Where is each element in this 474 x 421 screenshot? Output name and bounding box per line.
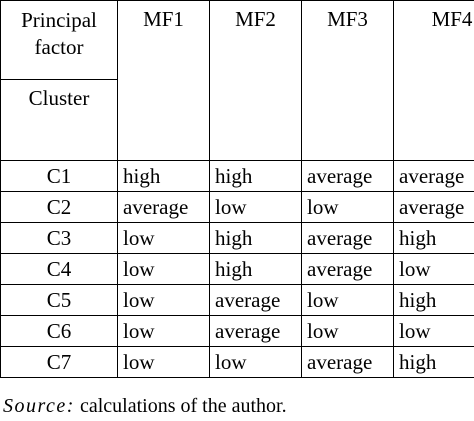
source-note: Source: calculations of the author. [3, 396, 287, 416]
principal-header-line-1: Principal [21, 8, 97, 32]
table-cell: high [393, 222, 474, 254]
source-label: Source: [3, 395, 75, 417]
source-text: calculations of the author. [79, 395, 287, 417]
cluster-label: C5 [0, 284, 118, 316]
column-header-mf2: MF2 [209, 0, 302, 161]
cluster-label: C2 [0, 191, 118, 223]
principal-header-line-2: factor [34, 35, 84, 59]
table-cell: low [393, 253, 474, 285]
table-cell: low [301, 284, 394, 316]
column-header-mf1: MF1 [117, 0, 210, 161]
header-row: Principal factor MF1 MF2 MF3 MF4 [0, 0, 474, 161]
table-cell: average [301, 253, 394, 285]
header-row-cluster: Cluster [0, 79, 474, 161]
table-cell: average [117, 191, 210, 223]
table-cell: high [209, 222, 302, 254]
table-cell: high [393, 346, 474, 378]
table-cell: average [301, 222, 394, 254]
cluster-label: C4 [0, 253, 118, 285]
table-cell: high [393, 284, 474, 316]
table-row: C5 low average low high [0, 284, 474, 316]
table-row: C4 low high average low [0, 253, 474, 285]
table-cell: low [301, 315, 394, 347]
table-cell: low [393, 315, 474, 347]
table-row: C1 high high average average [0, 160, 474, 192]
table-cell: low [301, 191, 394, 223]
table-cell: low [117, 346, 210, 378]
cluster-label: C7 [0, 346, 118, 378]
table-cell: average [393, 191, 474, 223]
table-cell: low [117, 315, 210, 347]
table-cell: average [301, 160, 394, 192]
table-cell: high [117, 160, 210, 192]
cluster-factor-table: Principal factor MF1 MF2 MF3 MF4 Cluster… [0, 0, 474, 378]
cluster-header: Cluster [0, 79, 118, 161]
column-header-mf4: MF4 [393, 0, 474, 161]
column-header-mf3: MF3 [301, 0, 394, 161]
table-row: C6 low average low low [0, 315, 474, 347]
table-cell: average [209, 315, 302, 347]
table-cell: low [209, 191, 302, 223]
cluster-label: C3 [0, 222, 118, 254]
table-row: C7 low low average high [0, 346, 474, 378]
cluster-label: C1 [0, 160, 118, 192]
principal-factor-header: Principal factor [0, 0, 118, 80]
table-cell: high [209, 253, 302, 285]
cluster-label: C6 [0, 315, 118, 347]
table-row: C2 average low low average [0, 191, 474, 223]
table-cell: low [117, 222, 210, 254]
table-cell: low [117, 284, 210, 316]
table-cell: low [117, 253, 210, 285]
table-row: C3 low high average high [0, 222, 474, 254]
table-cell: average [209, 284, 302, 316]
table-cell: average [301, 346, 394, 378]
table-cell: average [393, 160, 474, 192]
table-cell: low [209, 346, 302, 378]
table-cell: high [209, 160, 302, 192]
